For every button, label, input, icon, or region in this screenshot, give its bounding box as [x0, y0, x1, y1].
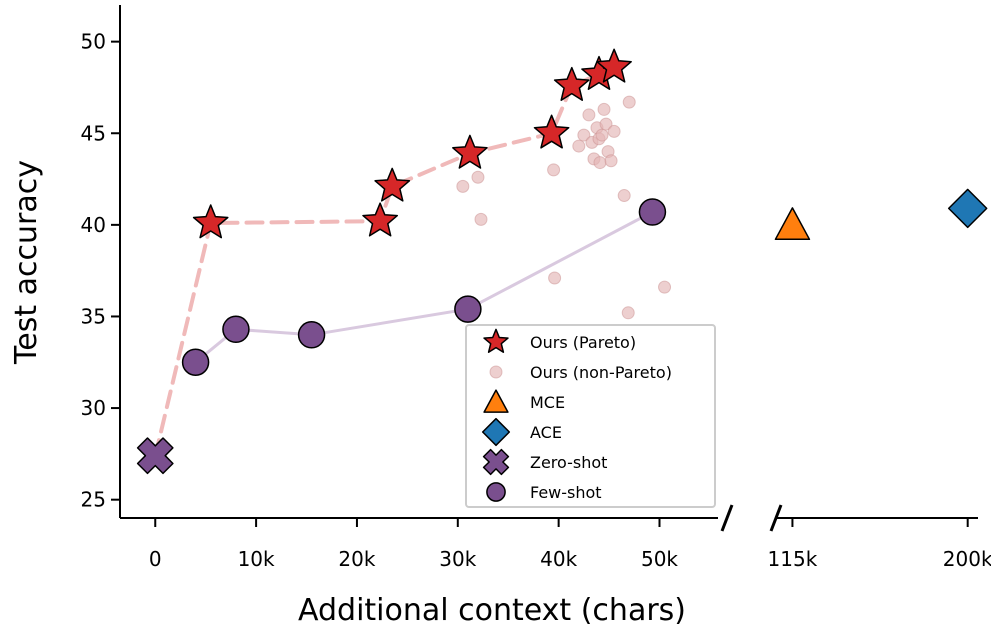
- pareto-point: [452, 134, 488, 169]
- pareto-point: [596, 48, 632, 83]
- few-shot-point: [222, 315, 250, 344]
- non-pareto-point: [456, 179, 470, 193]
- pareto-point: [374, 167, 411, 202]
- legend-marker: [483, 328, 509, 353]
- few-shot-point: [297, 321, 326, 349]
- few-shot-point: [454, 295, 482, 323]
- non-pareto-point: [548, 271, 562, 285]
- non-pareto-point: [474, 212, 488, 226]
- non-pareto-point: [582, 108, 596, 122]
- legend-marker: [486, 482, 506, 502]
- x-tick-label: 10k: [238, 547, 275, 571]
- non-pareto-point: [604, 154, 618, 168]
- legend-box: [465, 324, 716, 508]
- pareto-point: [192, 204, 229, 239]
- pareto-point: [362, 202, 399, 237]
- non-pareto-point: [621, 306, 635, 320]
- non-pareto-point: [572, 139, 586, 153]
- legend-label: MCE: [530, 393, 565, 412]
- non-pareto-point: [547, 163, 561, 177]
- ace-point: [947, 188, 988, 229]
- legend-label: ACE: [530, 423, 562, 442]
- non-pareto-point: [593, 156, 607, 170]
- non-pareto-point: [471, 170, 485, 184]
- y-axis-title: Test accuracy: [9, 160, 44, 365]
- non-pareto-point: [577, 128, 591, 142]
- x-tick-label: 40k: [540, 547, 577, 571]
- non-pareto-point: [597, 102, 611, 116]
- x-tick-label: 30k: [439, 547, 476, 571]
- axis-break-mark: [769, 504, 783, 532]
- pareto-point: [553, 66, 590, 101]
- legend-marker: [489, 365, 503, 379]
- non-pareto-point: [658, 280, 672, 294]
- legend-marker: [482, 448, 510, 476]
- non-pareto-point: [607, 124, 621, 138]
- few-shot-point: [181, 348, 210, 377]
- y-tick-label: 45: [81, 121, 106, 145]
- legend-label: Zero-shot: [530, 453, 607, 472]
- non-pareto-point: [622, 95, 636, 109]
- pareto-point: [533, 114, 570, 149]
- y-tick-label: 30: [81, 396, 106, 420]
- legend-label: Ours (Pareto): [530, 333, 636, 352]
- zero-shot-point: [136, 437, 174, 475]
- axis-break-mark: [720, 504, 734, 532]
- non-pareto-point: [617, 189, 631, 203]
- legend-marker: [483, 389, 509, 413]
- x-tick-label: 200k: [943, 547, 991, 571]
- y-tick-label: 25: [81, 488, 106, 512]
- mce-point: [774, 207, 811, 241]
- x-tick-label: 115k: [768, 547, 818, 571]
- x-tick-label: 20k: [338, 547, 375, 571]
- legend-marker: [481, 417, 511, 447]
- y-tick-label: 50: [81, 30, 106, 54]
- non-pareto-point: [599, 117, 613, 131]
- x-tick-label: 0: [149, 547, 162, 571]
- y-tick-label: 40: [81, 213, 106, 237]
- y-tick-label: 35: [81, 304, 106, 328]
- x-tick-label: 50k: [641, 547, 678, 571]
- legend-label: Few-shot: [530, 483, 602, 502]
- non-pareto-point: [595, 128, 609, 142]
- x-axis-title: Additional context (chars): [298, 593, 686, 628]
- legend-label: Ours (non-Pareto): [530, 363, 672, 382]
- few-shot-point: [638, 198, 667, 226]
